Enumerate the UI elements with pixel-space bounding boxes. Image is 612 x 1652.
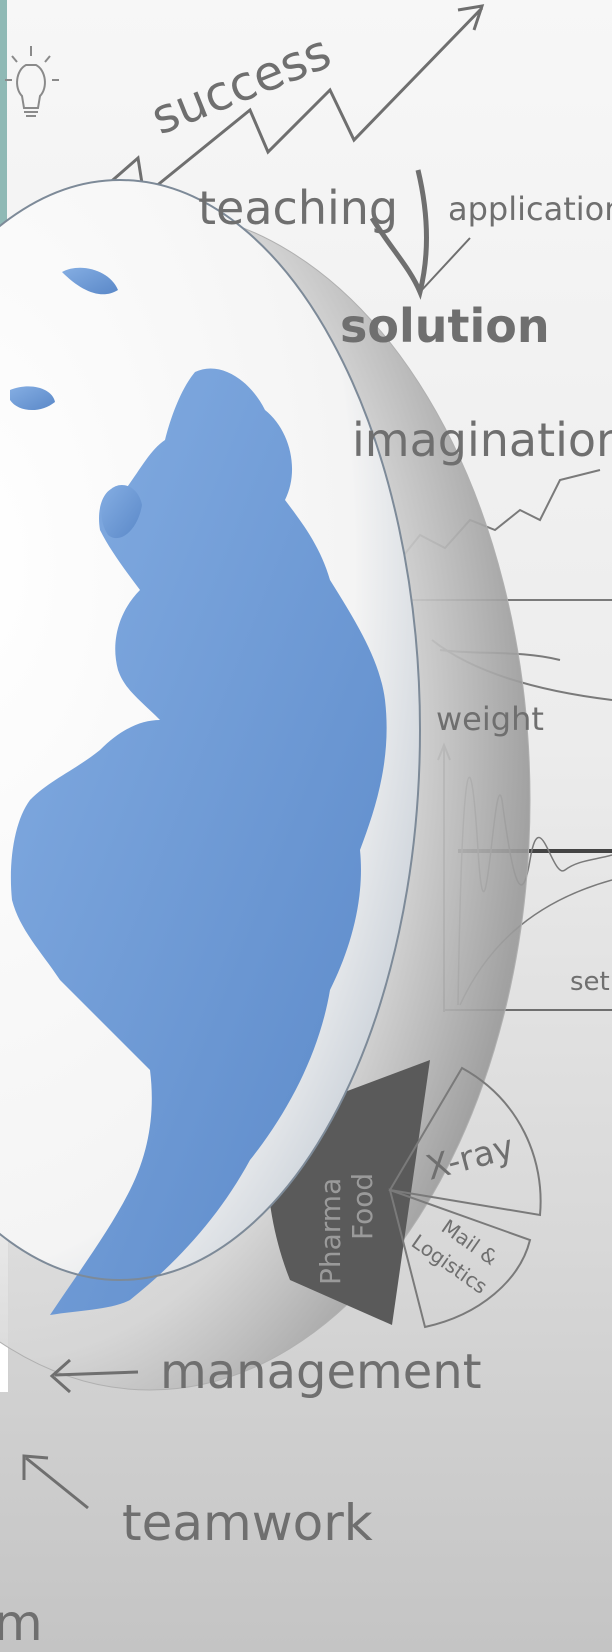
success-trend-line <box>41 6 484 244</box>
label-solution: solution <box>340 299 550 353</box>
globe-rim <box>0 179 421 1281</box>
label-management: management <box>160 1344 482 1400</box>
label-teaching: teaching <box>198 181 398 235</box>
teamwork-arrow-line <box>25 1456 89 1510</box>
management-arrow-head <box>49 1358 71 1394</box>
lightbulb-icon <box>5 46 59 117</box>
label-success: success <box>144 24 339 146</box>
label-pharma: Pharma <box>314 1178 347 1285</box>
landmass-british-isles <box>101 485 142 539</box>
label-weight: weight <box>436 700 544 738</box>
globe <box>0 179 421 1315</box>
label-food: Food <box>346 1173 379 1240</box>
management-arrow-line <box>54 1370 139 1377</box>
landmass-iceland <box>10 386 55 411</box>
landmass-greenland <box>62 267 118 295</box>
check-tail <box>419 237 471 293</box>
mail-logistics-sector <box>388 1188 532 1329</box>
label-application: application <box>448 190 612 228</box>
landmass-europe-africa <box>10 368 387 1315</box>
label-partial-m: m <box>0 1594 43 1652</box>
label-teamwork: teamwork <box>122 1494 373 1552</box>
success-arrow-head <box>457 4 485 31</box>
label-set: set <box>570 967 610 997</box>
teamwork-arrow-head <box>22 1454 49 1480</box>
label-imagination: imagination <box>352 413 612 467</box>
xray-sector <box>388 1066 542 1217</box>
